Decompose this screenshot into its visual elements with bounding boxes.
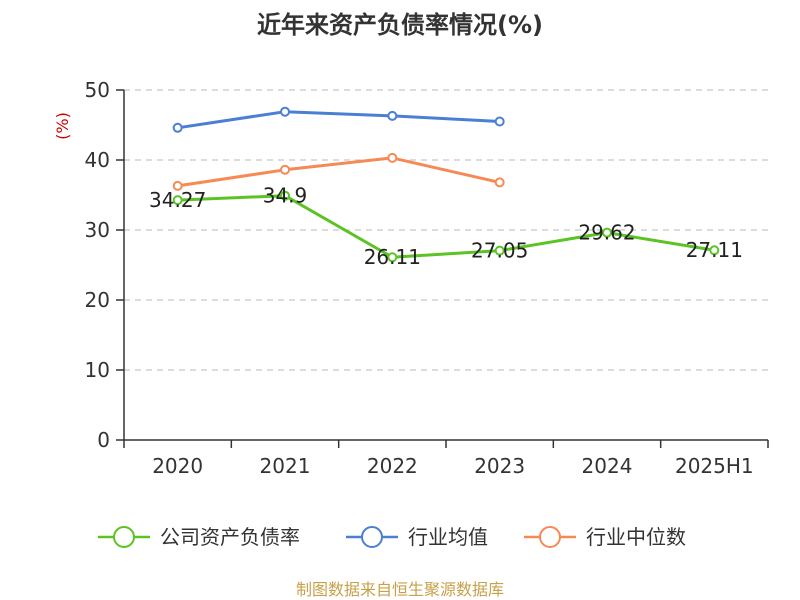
data-point (387, 152, 398, 163)
x-tick-label: 2021 (260, 454, 311, 478)
y-tick-label: 50 (85, 78, 110, 102)
series-2 (172, 106, 505, 133)
x-tick-label: 2023 (474, 454, 525, 478)
legend-label: 公司资产负债率 (160, 525, 300, 549)
data-point (172, 180, 183, 191)
legend-marker (361, 526, 383, 548)
y-tick-label: 10 (85, 358, 110, 382)
data-point (280, 190, 290, 201)
y-tick-label: 30 (85, 218, 110, 242)
data-point (602, 227, 612, 238)
y-tick-label: 40 (85, 148, 110, 172)
data-label: 27.11 (686, 238, 743, 262)
series-line (176, 156, 502, 188)
chart-title: 近年来资产负债率情况(%) (257, 11, 543, 39)
source-note: 制图数据来自恒生聚源数据库 (296, 580, 504, 599)
legend: 公司资产负债率 行业均值 行业中位数 (98, 525, 686, 549)
data-label: 26.11 (364, 245, 421, 269)
x-tick-label: 2024 (582, 454, 633, 478)
data-point (494, 116, 505, 127)
series-line (176, 110, 502, 130)
y-tick-label: 0 (97, 428, 110, 452)
x-tick-label: 2025H1 (675, 454, 754, 478)
legend-label: 行业均值 (408, 525, 488, 549)
data-point (387, 252, 398, 263)
y-tick-label: 20 (85, 288, 110, 312)
series-1 (172, 190, 720, 263)
data-point (494, 177, 505, 188)
legend-item-1: 公司资产负债率 (98, 525, 300, 549)
series-group (172, 106, 720, 263)
data-label: 34.27 (149, 188, 206, 212)
data-point (494, 245, 505, 256)
data-point (387, 110, 398, 121)
legend-label: 行业中位数 (586, 525, 686, 549)
x-tick-label: 2020 (152, 454, 203, 478)
data-point (172, 122, 183, 133)
axes: 0 10 20 30 40 50 2020 2021 2022 2023 2024 2025H1 (85, 78, 769, 478)
data-labels: 34.27 34.9 26.11 27.05 29.62 27.11 (149, 184, 743, 270)
data-label: 34.9 (263, 184, 308, 208)
grid-lines (124, 89, 768, 371)
legend-marker (113, 526, 135, 548)
data-point (709, 245, 720, 256)
data-point (172, 195, 183, 206)
x-tick-label: 2022 (367, 454, 418, 478)
data-label: 27.05 (471, 239, 528, 263)
data-label: 29.62 (578, 221, 635, 245)
legend-item-2: 行业均值 (346, 525, 488, 549)
data-point (280, 106, 290, 117)
legend-item-3: 行业中位数 (524, 525, 686, 549)
y-axis-label: (%) (53, 112, 72, 140)
legend-marker (539, 526, 561, 548)
series-3 (172, 152, 505, 191)
series-line (176, 194, 716, 259)
data-point (280, 164, 290, 175)
